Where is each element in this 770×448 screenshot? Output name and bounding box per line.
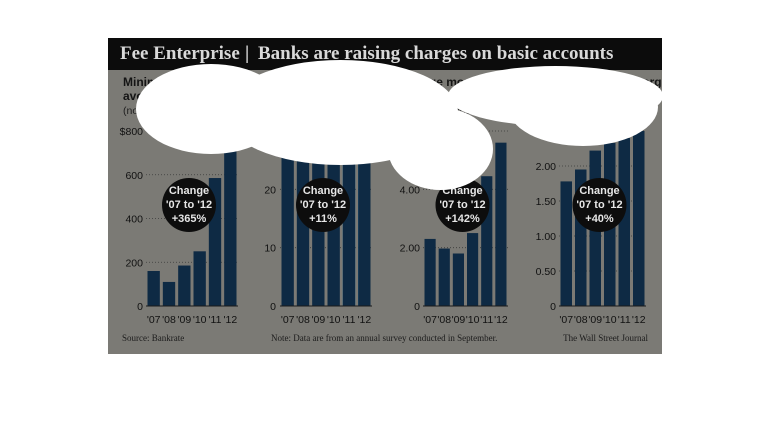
x-tick-label: '07 xyxy=(559,314,573,326)
bar xyxy=(481,176,493,306)
x-tick-label: '10 xyxy=(466,314,480,326)
bar xyxy=(575,169,587,306)
x-tick-label: '12 xyxy=(494,314,508,326)
change-badge-text: Change xyxy=(303,185,343,197)
change-badge-text: '07 to '12 xyxy=(576,199,622,211)
y-tick-label: 0.50 xyxy=(536,266,557,278)
footer-credit: The Wall Street Journal xyxy=(563,333,648,343)
x-tick-label: '08 xyxy=(296,314,310,326)
change-badge xyxy=(572,178,627,232)
bar xyxy=(438,248,450,306)
footer-note: Note: Data are from an annual survey con… xyxy=(271,333,497,343)
chart-graphic: Fee Enterprise | Banks are raising charg… xyxy=(108,38,663,354)
bar xyxy=(633,131,645,306)
bar xyxy=(467,233,479,306)
y-tick-label: 2.00 xyxy=(536,161,557,173)
bar xyxy=(342,129,356,306)
x-tick-label: '07 xyxy=(147,314,161,326)
bar xyxy=(495,142,507,306)
y-tick-label: 0 xyxy=(270,301,276,313)
change-badge-text: '07 to '12 xyxy=(439,199,485,211)
x-tick-label: '10 xyxy=(327,314,341,326)
change-badge xyxy=(435,178,490,232)
bar xyxy=(452,253,464,306)
y-tick-label: 1.00 xyxy=(536,231,557,243)
bar xyxy=(358,125,371,306)
x-tick-label: '09 xyxy=(588,314,602,326)
x-tick-label: '10 xyxy=(603,314,617,326)
wash-blob xyxy=(508,68,658,146)
title-main: Banks are raising charges on basic accou… xyxy=(258,43,614,64)
change-badge-text: Change xyxy=(169,185,209,197)
x-tick-label: '12 xyxy=(357,314,371,326)
change-badge xyxy=(296,178,350,232)
y-tick-label: 1.50 xyxy=(536,196,557,208)
y-tick-label: $800 xyxy=(120,126,144,138)
x-tick-label: '11 xyxy=(480,314,493,326)
x-tick-label: '07 xyxy=(423,314,437,326)
bar xyxy=(618,138,630,306)
x-tick-label: '08 xyxy=(437,314,451,326)
x-tick-label: '11 xyxy=(209,314,222,326)
wash-blob xyxy=(388,108,493,190)
title-separator: | xyxy=(245,43,250,64)
y-tick-label: 200 xyxy=(125,257,143,269)
y-tick-label: 0 xyxy=(414,301,420,313)
x-tick-label: '08 xyxy=(574,314,588,326)
x-tick-label: '08 xyxy=(162,314,176,326)
change-badge-text: '07 to '12 xyxy=(166,199,212,211)
change-badge xyxy=(162,178,216,232)
change-badge-text: '07 to '12 xyxy=(300,199,346,211)
footer-source: Source: Bankrate xyxy=(122,333,184,343)
bar xyxy=(193,251,206,306)
x-tick-label: '12 xyxy=(632,314,646,326)
y-tick-label: 0 xyxy=(550,301,556,313)
y-tick-label: 20 xyxy=(264,184,276,196)
x-tick-label: '09 xyxy=(311,314,325,326)
bar xyxy=(224,147,237,306)
y-tick-label: 10 xyxy=(264,243,276,255)
x-tick-label: '07 xyxy=(281,314,295,326)
x-tick-label: '09 xyxy=(452,314,466,326)
bar xyxy=(162,281,176,306)
x-tick-label: '10 xyxy=(193,314,207,326)
y-tick-label: 400 xyxy=(125,214,143,226)
bar xyxy=(424,238,436,306)
change-badge-text: +11% xyxy=(309,213,337,225)
x-tick-label: '11 xyxy=(618,314,631,326)
bar xyxy=(560,181,572,306)
bar xyxy=(147,271,160,306)
y-tick-label: 600 xyxy=(125,170,143,182)
bar xyxy=(178,265,191,306)
bar xyxy=(281,142,294,306)
title-lead: Fee Enterprise xyxy=(120,43,240,64)
change-badge-text: +142% xyxy=(445,213,480,225)
y-tick-label: 2.00 xyxy=(400,243,421,255)
change-badge-text: Change xyxy=(579,185,619,197)
change-badge-text: +365% xyxy=(172,213,207,225)
x-tick-label: '12 xyxy=(223,314,237,326)
y-tick-label: 0 xyxy=(137,301,143,313)
x-tick-label: '09 xyxy=(177,314,191,326)
change-badge-text: +40% xyxy=(585,213,614,225)
y-tick-label: 4.00 xyxy=(400,184,421,196)
x-tick-label: '11 xyxy=(343,314,356,326)
